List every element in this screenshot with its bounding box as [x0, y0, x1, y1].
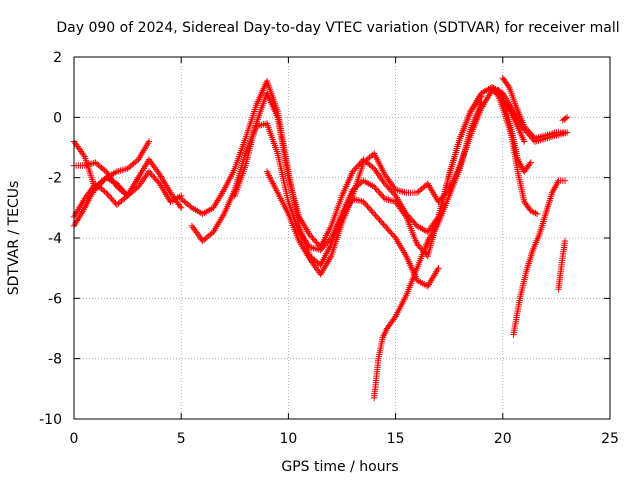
- x-tick-label: 10: [279, 431, 297, 447]
- y-tick-label: 2: [53, 50, 62, 66]
- series-markers: [510, 177, 569, 338]
- series-track-O: [559, 114, 571, 124]
- y-tick-label: -10: [39, 412, 62, 428]
- chart-title: Day 090 of 2024, Sidereal Day-to-day VTE…: [56, 20, 619, 36]
- series-markers: [555, 237, 569, 293]
- x-axis-label: GPS time / hours: [281, 459, 398, 475]
- series-markers: [495, 87, 534, 175]
- series-markers: [559, 114, 571, 124]
- y-tick-label: -2: [48, 171, 62, 187]
- x-tick-label: 0: [70, 431, 79, 447]
- x-tick-label: 5: [177, 431, 186, 447]
- series-track-I: [371, 99, 485, 402]
- y-tick-label: -6: [48, 291, 62, 307]
- y-tick-label: 0: [53, 110, 62, 126]
- grid-lines: [74, 57, 610, 419]
- tick-labels: 0 5 10 15 20 25 -10 -8 -6 -4 -2 0 2: [39, 50, 619, 447]
- series-track-H: [263, 87, 528, 278]
- x-tick-label: 15: [387, 431, 405, 447]
- data-points: [70, 74, 571, 402]
- series-track-M: [510, 177, 569, 338]
- x-tick-label: 25: [601, 431, 619, 447]
- series-markers: [371, 99, 485, 402]
- y-tick-label: -8: [48, 352, 62, 368]
- y-axis-label: SDTVAR / TECUs: [6, 181, 22, 296]
- series-track-G: [231, 90, 485, 251]
- series-track-L: [495, 87, 534, 175]
- series-markers: [231, 90, 485, 251]
- series-track-K: [499, 74, 569, 142]
- x-tick-label: 20: [494, 431, 512, 447]
- series-markers: [263, 87, 528, 278]
- axis-ticks: [73, 56, 611, 420]
- series-track-N: [555, 237, 569, 293]
- y-tick-label: -4: [48, 231, 62, 247]
- series-markers: [499, 74, 569, 142]
